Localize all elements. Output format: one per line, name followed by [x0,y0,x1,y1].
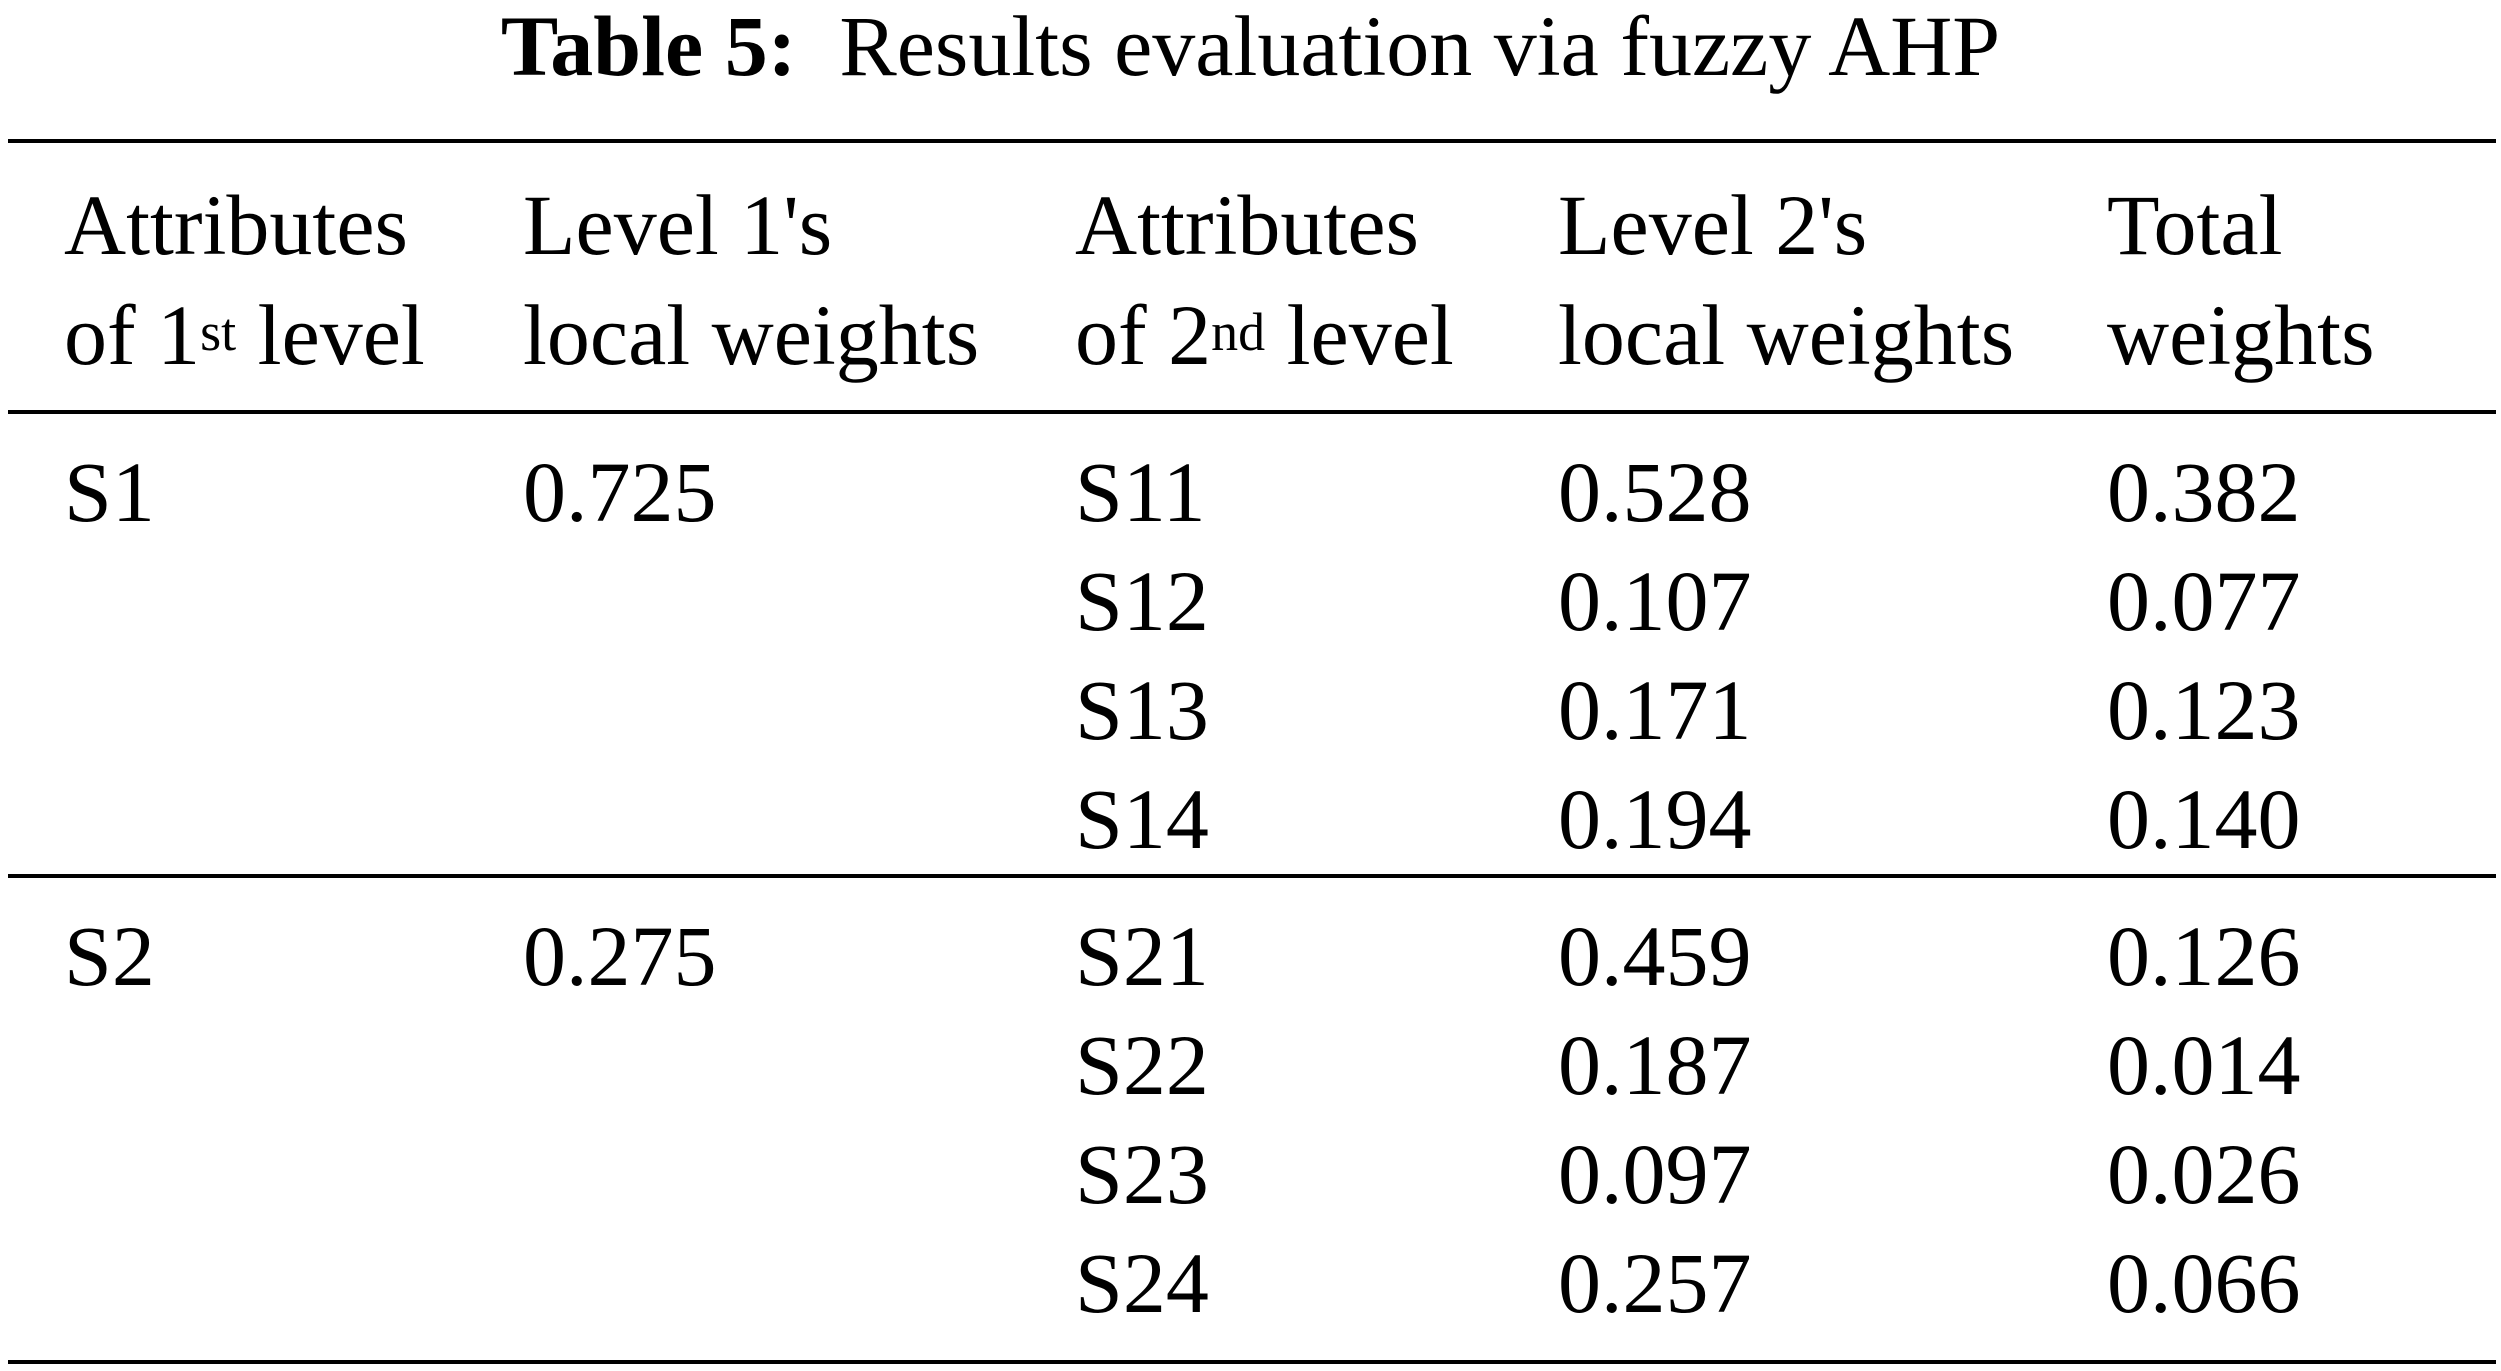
table-caption: Table 5: Results evaluation via fuzzy AH… [0,0,2501,92]
header-col4-line1: Level 2's [1558,177,1868,273]
header-col3-superscript: nd [1211,302,1266,362]
table-cell-local: 0.528 [1558,444,1752,540]
group2-attribute: S2 [64,908,155,1004]
header-rule [8,410,2496,414]
header-col2-line1: Level 1's [523,177,833,273]
table-cell-local: 0.194 [1558,771,1752,867]
table-caption-label: Table 5: [500,0,797,94]
table-cell-sub: S24 [1075,1235,1209,1331]
table-cell-local: 0.257 [1558,1235,1752,1331]
table-cell-total: 0.123 [2107,662,2301,758]
table-cell-total: 0.140 [2107,771,2301,867]
table-cell-local: 0.107 [1558,553,1752,649]
table-cell-local: 0.187 [1558,1017,1752,1113]
table-cell-local: 0.459 [1558,908,1752,1004]
group1-local-weight: 0.725 [523,444,717,540]
header-col5-line2: weights [2107,287,2375,383]
table-cell-total: 0.066 [2107,1235,2301,1331]
table-cell-total: 0.382 [2107,444,2301,540]
table-cell-sub: S11 [1075,444,1206,540]
table-cell-total: 0.014 [2107,1017,2301,1113]
bottom-rule [8,1360,2496,1364]
group-separator-rule [8,874,2496,878]
table-cell-sub: S13 [1075,662,1209,758]
table-cell-sub: S21 [1075,908,1209,1004]
table-cell-total: 0.126 [2107,908,2301,1004]
table-cell-total: 0.026 [2107,1126,2301,1222]
table-cell-local: 0.171 [1558,662,1752,758]
header-col1-line2: of 1st level [64,287,425,383]
header-col1-line1: Attributes [64,177,408,273]
table-cell-total: 0.077 [2107,553,2301,649]
top-rule [8,139,2496,143]
table-cell-local: 0.097 [1558,1126,1752,1222]
header-col1-superscript: st [200,302,237,362]
group2-local-weight: 0.275 [523,908,717,1004]
group1-attribute: S1 [64,444,155,540]
table-cell-sub: S22 [1075,1017,1209,1113]
header-col3-line2: of 2nd level [1075,287,1454,383]
header-col3-line1: Attributes [1075,177,1419,273]
header-col4-line2: local weights [1558,287,2015,383]
table-cell-sub: S12 [1075,553,1209,649]
table-cell-sub: S14 [1075,771,1209,867]
header-col5-line1: Total [2107,177,2283,273]
table-cell-sub: S23 [1075,1126,1209,1222]
header-col2-line2: local weights [523,287,980,383]
table-caption-text: Results evaluation via fuzzy AHP [839,0,2001,94]
